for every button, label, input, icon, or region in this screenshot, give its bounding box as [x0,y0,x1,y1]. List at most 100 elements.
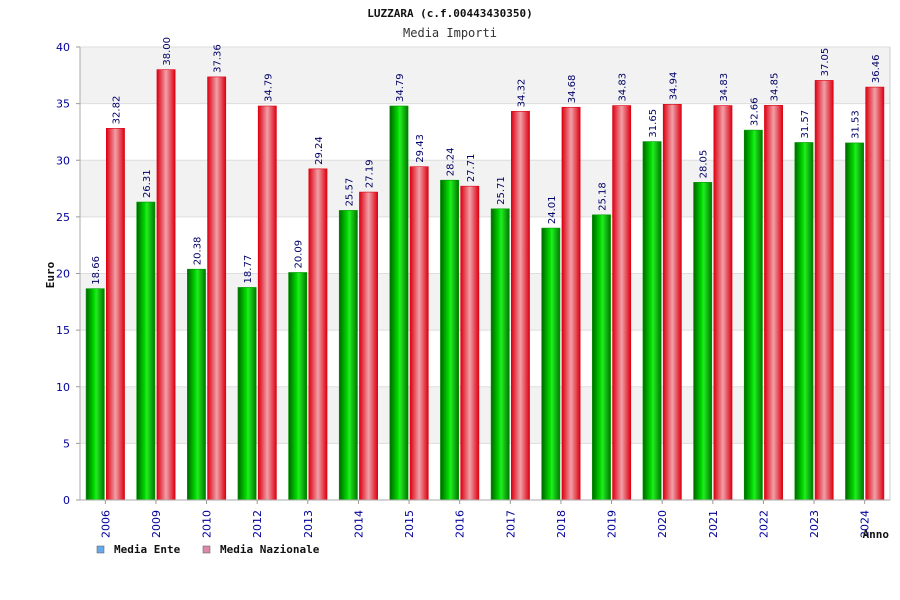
bar-media-ente-2014 [338,210,358,501]
value-label-media-nazionale-2012: 34.79 [263,73,274,102]
value-label-media-ente-2022: 32.66 [749,97,760,126]
chart-subtitle: Media Importi [403,26,497,40]
bar-media-nazionale-2019 [612,105,632,501]
y-axis-title: Euro [44,261,57,288]
bar-value-labels: 18.66 32.82 26.31 38.00 20.38 37.36 18.77 34.79… [91,37,882,285]
x-tick-label-2013: 2013 [302,510,315,538]
value-label-media-nazionale-2019: 34.83 [618,73,629,102]
value-label-media-nazionale-2017: 34.32 [516,79,527,108]
value-label-media-ente-2012: 18.77 [243,255,254,284]
x-tick-label-2010: 2010 [201,510,214,538]
value-label-media-nazionale-2014: 27.19 [365,159,376,188]
y-tick-label: 40 [56,41,70,54]
y-tick-label: 20 [56,268,70,281]
bar-media-ente-2017 [490,208,510,501]
value-label-media-ente-2013: 20.09 [294,240,305,269]
bar-media-nazionale-2022 [764,105,783,501]
value-label-media-nazionale-2010: 37.36 [213,44,224,73]
bar-media-nazionale-2013 [308,168,328,501]
value-label-media-ente-2015: 34.79 [395,73,406,102]
legend-swatch-media-ente [96,545,105,554]
x-tick-label-2024: 2024 [859,510,872,538]
value-label-media-ente-2023: 31.57 [800,110,811,139]
chart-title: LUZZARA (c.f.00443430350) [367,7,533,20]
y-tick-label: 30 [56,154,70,167]
x-tick-label-2019: 2019 [606,510,619,538]
x-tick-label-2014: 2014 [352,510,365,538]
value-label-media-ente-2017: 25.71 [496,176,507,205]
plot-band [80,47,890,104]
value-label-media-ente-2019: 25.18 [597,182,608,211]
x-tick-label-2015: 2015 [403,510,416,538]
x-tick-label-2016: 2016 [454,510,467,538]
x-tick-label-2012: 2012 [251,510,264,538]
y-tick-label: 0 [63,494,70,507]
value-label-media-ente-2024: 31.53 [851,110,862,139]
y-tick-label: 5 [63,437,70,450]
bar-media-nazionale-2024 [865,86,885,501]
bar-media-ente-2012 [237,287,257,501]
bar-media-ente-2021 [693,182,713,501]
value-label-media-nazionale-2015: 29.43 [415,134,426,163]
value-label-media-nazionale-2020: 34.94 [668,72,679,101]
x-axis: 2006 2009 2010 2012 2013 2014 2015 2016 2017 2018… [80,499,890,538]
x-tick-label-2022: 2022 [757,510,770,538]
x-tick-label-2009: 2009 [150,510,163,538]
y-tick-label: 15 [56,324,70,337]
bar-media-ente-2023 [794,142,814,501]
value-label-media-nazionale-2023: 37.05 [820,48,831,77]
y-tick-label: 25 [56,211,70,224]
x-tick-label-2020: 2020 [656,510,669,538]
bar-media-ente-2018 [541,227,561,501]
x-axis-title: Anno [863,528,890,541]
value-label-media-nazionale-2018: 34.68 [567,75,578,104]
x-tick-label-2023: 2023 [808,510,821,538]
value-label-media-ente-2018: 24.01 [547,195,558,224]
bar-media-nazionale-2020 [662,104,682,501]
bar-media-nazionale-2012 [257,105,277,501]
bar-media-nazionale-2010 [207,76,227,501]
value-label-media-ente-2014: 25.57 [344,178,355,207]
bar-media-nazionale-2018 [561,106,581,501]
value-label-media-nazionale-2009: 38.00 [162,37,173,66]
value-label-media-ente-2009: 26.31 [142,169,153,198]
bar-media-nazionale-2009 [156,69,176,501]
y-tick-label: 35 [56,98,70,111]
value-label-media-ente-2021: 28.05 [699,150,710,179]
bar-media-ente-2013 [288,272,308,501]
bar-media-ente-2016 [440,179,459,501]
legend-swatch-media-nazionale [202,545,211,554]
x-tick-label-2021: 2021 [707,510,720,538]
value-label-media-ente-2010: 20.38 [192,237,203,266]
bar-media-ente-2022 [743,129,763,501]
bar-media-ente-2020 [642,141,662,501]
value-label-media-ente-2006: 18.66 [91,256,102,285]
bar-media-nazionale-2016 [460,185,480,501]
bar-media-ente-2024 [845,142,864,501]
y-axis: 0 5 10 15 20 25 30 35 40 [56,41,891,507]
bar-media-nazionale-2014 [359,191,378,501]
value-label-media-nazionale-2013: 29.24 [314,136,325,165]
bar-media-ente-2010 [187,268,206,501]
x-tick-label-2006: 2006 [99,510,112,538]
y-tick-label: 10 [56,381,70,394]
legend-label-media-ente: Media Ente [114,543,181,556]
bar-media-ente-2006 [85,288,105,501]
bar-media-nazionale-2017 [511,111,530,501]
bar-media-nazionale-2023 [814,80,834,501]
x-tick-label-2017: 2017 [504,510,517,538]
value-label-media-ente-2020: 31.65 [648,109,659,138]
bars [85,69,885,501]
x-tick-label-2018: 2018 [555,510,568,538]
legend-label-media-nazionale: Media Nazionale [220,543,320,556]
bar-media-ente-2009 [136,201,156,501]
value-label-media-nazionale-2016: 27.71 [466,154,477,183]
value-label-media-nazionale-2006: 32.82 [111,96,122,125]
bar-media-nazionale-2021 [713,105,733,501]
value-label-media-nazionale-2021: 34.83 [719,73,730,102]
value-label-media-ente-2016: 28.24 [446,148,457,177]
value-label-media-nazionale-2024: 36.46 [871,54,882,83]
bar-media-ente-2015 [389,105,409,501]
